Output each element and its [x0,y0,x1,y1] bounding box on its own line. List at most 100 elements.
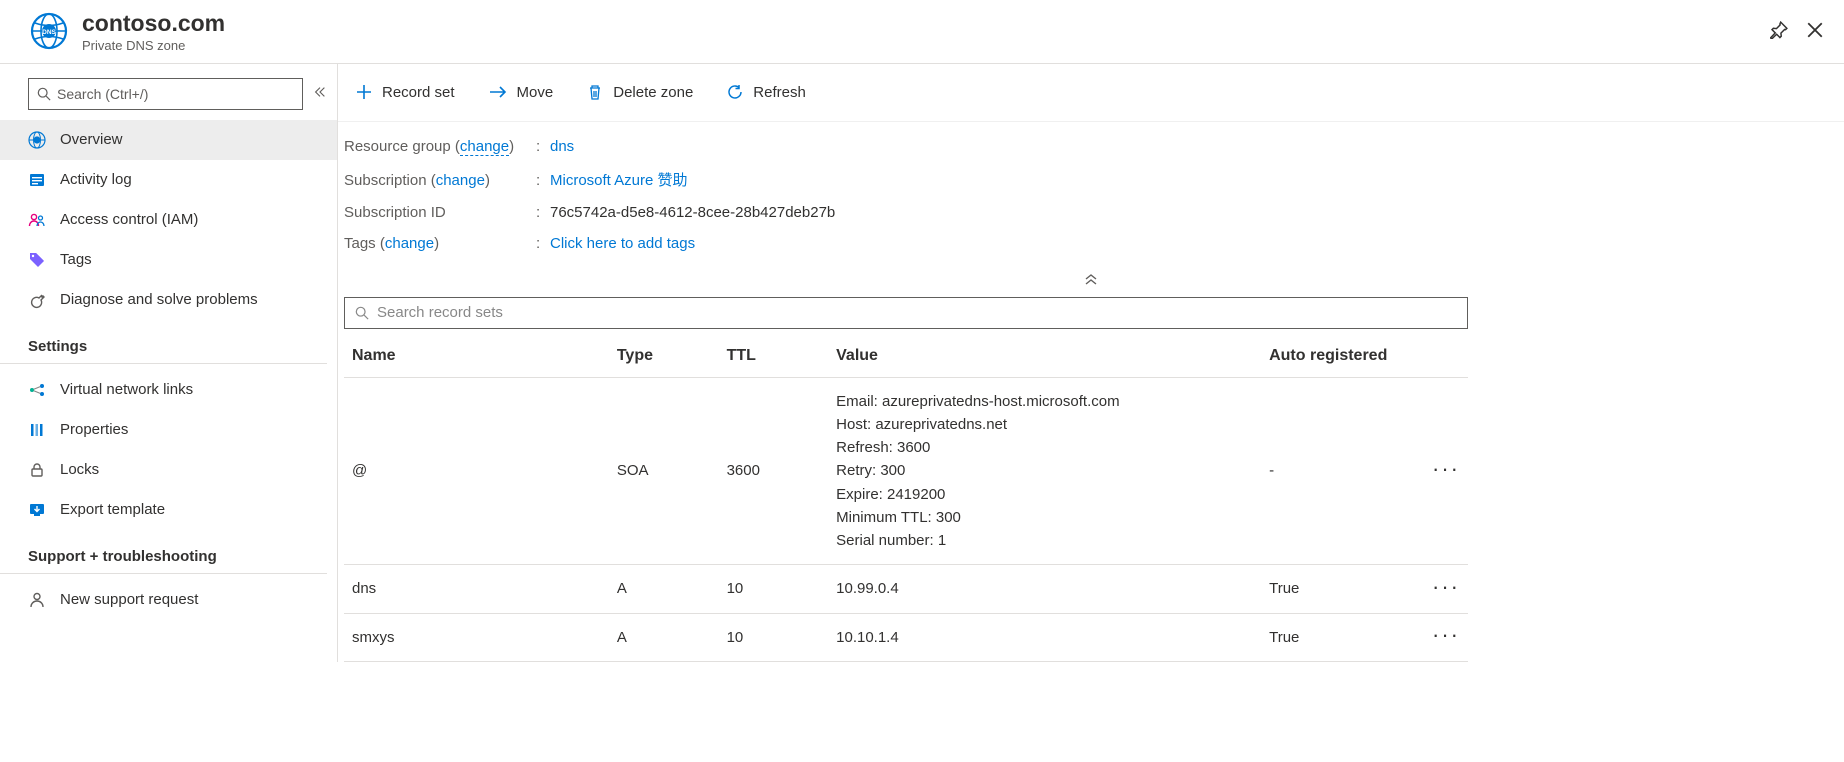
records-table: Name Type TTL Value Auto registered @SOA… [344,333,1468,662]
search-icon [355,306,369,320]
sidebar-item-vnet[interactable]: Virtual network links [0,370,337,410]
properties-panel: Resource group (change) : dns Subscripti… [338,122,1844,272]
newreq-icon [28,591,46,609]
resource-group-change-link[interactable]: change [460,138,509,156]
tags-icon [28,251,46,269]
vnet-icon [28,381,46,399]
sidebar-item-label: Access control (IAM) [60,211,198,228]
cell-name: @ [344,377,609,565]
cell-name: dns [344,565,609,613]
cell-auto: True [1261,613,1420,661]
sidebar-item-iam[interactable]: Access control (IAM) [0,200,337,240]
plus-icon [356,84,372,100]
sidebar-item-export[interactable]: Export template [0,490,337,530]
export-icon [28,501,46,519]
records-search-input[interactable] [377,304,1457,321]
properties-icon [28,421,46,439]
activity-icon [28,171,46,189]
tags-add-link[interactable]: Click here to add tags [550,235,695,252]
tags-change-link[interactable]: change [385,235,434,252]
sidebar-item-tags[interactable]: Tags [0,240,337,280]
sidebar-item-properties[interactable]: Properties [0,410,337,450]
sidebar-item-newreq[interactable]: New support request [0,580,337,620]
cell-name: smxys [344,613,609,661]
dns-zone-icon: DNS [30,12,68,50]
records-search[interactable] [344,297,1468,329]
record-set-button[interactable]: Record set [342,78,469,107]
sidebar-item-label: Overview [60,131,123,148]
resource-group-label: Resource group (change) [344,138,536,155]
sidebar-item-label: Activity log [60,171,132,188]
toolbar: Record set Move Delete zone Refresh [338,64,1844,122]
delete-zone-label: Delete zone [613,84,693,101]
col-header-value[interactable]: Value [828,333,1261,378]
locks-icon [28,461,46,479]
cell-ttl: 10 [719,613,829,661]
search-icon [37,87,51,101]
collapse-properties-icon[interactable] [338,272,1844,297]
record-set-label: Record set [382,84,455,101]
row-menu-icon[interactable]: ··· [1432,456,1460,481]
sidebar-collapse-icon[interactable] [313,85,327,102]
sidebar-item-locks[interactable]: Locks [0,450,337,490]
sidebar: Overview Activity log Access control (IAM)… [0,64,338,662]
sidebar-item-diagnose[interactable]: Diagnose and solve problems [0,280,337,320]
page-subtitle: Private DNS zone [82,38,1770,53]
subscription-id-label: Subscription ID [344,204,536,221]
pin-icon[interactable] [1770,21,1788,42]
row-menu-icon[interactable]: ··· [1432,574,1460,599]
page-title: contoso.com [82,10,1770,38]
col-header-type[interactable]: Type [609,333,719,378]
delete-zone-button[interactable]: Delete zone [573,78,707,107]
svg-text:DNS: DNS [42,29,56,36]
col-header-name[interactable]: Name [344,333,609,378]
cell-value: Email: azureprivatedns-host.microsoft.co… [828,377,1261,565]
cell-ttl: 10 [719,565,829,613]
overview-icon [28,131,46,149]
cell-type: A [609,565,719,613]
trash-icon [587,84,603,100]
sidebar-section-support: Support + troubleshooting [0,530,327,574]
move-label: Move [517,84,554,101]
sidebar-item-label: Locks [60,461,99,478]
iam-icon [28,211,46,229]
sidebar-item-label: Diagnose and solve problems [60,291,258,308]
sidebar-search[interactable] [28,78,303,110]
arrow-right-icon [489,85,507,99]
col-header-auto[interactable]: Auto registered [1261,333,1420,378]
sidebar-item-label: Properties [60,421,128,438]
sidebar-item-label: New support request [60,591,198,608]
sidebar-section-settings: Settings [0,320,327,364]
cell-type: A [609,613,719,661]
subscription-change-link[interactable]: change [436,172,485,189]
sidebar-item-label: Export template [60,501,165,518]
col-header-ttl[interactable]: TTL [719,333,829,378]
table-row[interactable]: dnsA1010.99.0.4True ··· [344,565,1468,613]
cell-auto: - [1261,377,1420,565]
sidebar-search-input[interactable] [57,86,294,102]
move-button[interactable]: Move [475,78,568,107]
cell-value: 10.99.0.4 [828,565,1261,613]
cell-ttl: 3600 [719,377,829,565]
refresh-button[interactable]: Refresh [713,78,820,107]
cell-auto: True [1261,565,1420,613]
subscription-link[interactable]: Microsoft Azure 赞助 [550,172,688,189]
sidebar-item-label: Virtual network links [60,381,193,398]
page-header: DNS contoso.com Private DNS zone [0,0,1844,64]
tags-label: Tags (change) [344,235,536,252]
close-icon[interactable] [1806,21,1824,42]
cell-type: SOA [609,377,719,565]
refresh-icon [727,84,743,100]
content-pane: Record set Move Delete zone Refresh Reso… [338,64,1844,662]
diagnose-icon [28,291,46,309]
sidebar-item-activity[interactable]: Activity log [0,160,337,200]
table-row[interactable]: @SOA3600Email: azureprivatedns-host.micr… [344,377,1468,565]
row-menu-icon[interactable]: ··· [1432,622,1460,647]
subscription-id-value: 76c5742a-d5e8-4612-8cee-28b427deb27b [550,204,835,221]
cell-value: 10.10.1.4 [828,613,1261,661]
resource-group-link[interactable]: dns [550,138,574,155]
subscription-label: Subscription (change) [344,172,536,189]
sidebar-item-overview[interactable]: Overview [0,120,337,160]
sidebar-item-label: Tags [60,251,92,268]
table-row[interactable]: smxysA1010.10.1.4True ··· [344,613,1468,661]
